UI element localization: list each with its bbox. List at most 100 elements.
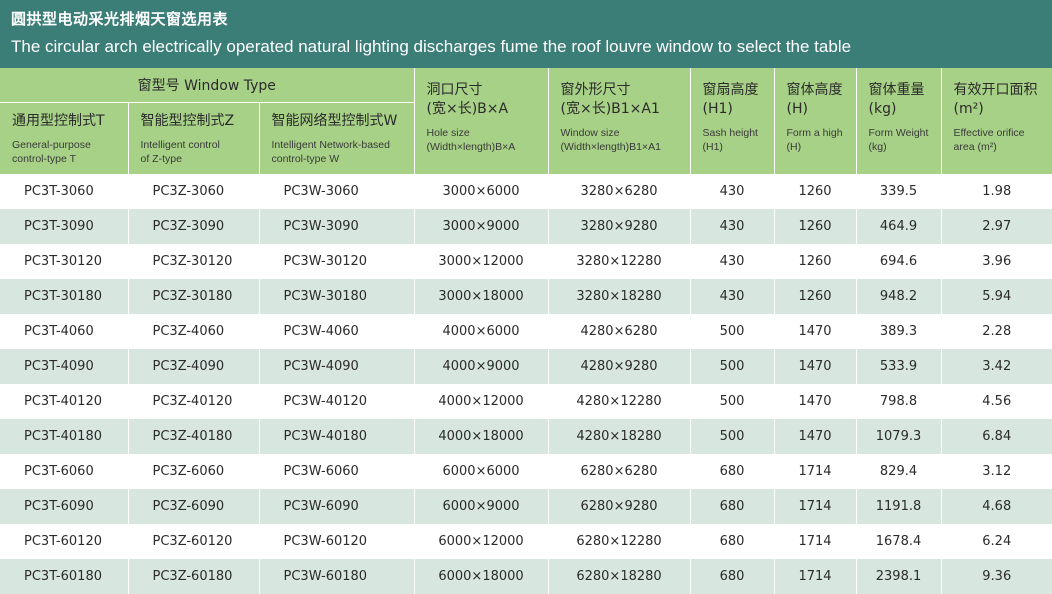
window-selection-table: 窗型号 Window Type 洞口尺寸 (宽×长)B×A Hole size (W… <box>0 68 1052 594</box>
col-header-cn: 窗外形尺寸 (宽×长)B1×A1 <box>560 82 660 117</box>
cell-form-height: 1260 <box>774 209 857 244</box>
cell-model-t: PC3T-6090 <box>0 489 129 524</box>
cell-form-weight: 389.3 <box>856 314 942 349</box>
cell-hole-size: 6000×6000 <box>414 454 549 489</box>
col-header-form-height: 窗体高度 (H) Form a high (H) <box>774 68 857 175</box>
col-header-en: Form Weight (kg) <box>868 127 929 153</box>
cell-model-w: PC3W-60120 <box>259 524 415 559</box>
cell-window-size: 4280×18280 <box>548 419 691 454</box>
col-header-cn: 智能网络型控制式W <box>271 112 398 129</box>
cell-model-w: PC3W-4090 <box>259 349 415 384</box>
title-banner: 圆拱型电动采光排烟天窗选用表 The circular arch electri… <box>0 0 1052 68</box>
cell-effective-area: 5.94 <box>941 279 1052 314</box>
cell-sash-height: 680 <box>690 454 775 489</box>
table-row: PC3T-60180 PC3Z-60180 PC3W-60180 6000×18… <box>0 559 1052 594</box>
cell-model-w: PC3W-4060 <box>259 314 415 349</box>
table-row: PC3T-40180 PC3Z-40180 PC3W-40180 4000×18… <box>0 419 1052 454</box>
cell-model-z: PC3Z-3090 <box>128 209 260 244</box>
cell-model-z: PC3Z-30180 <box>128 279 260 314</box>
cell-window-size: 4280×12280 <box>548 384 691 419</box>
cell-form-weight: 464.9 <box>856 209 942 244</box>
cell-model-z: PC3Z-60180 <box>128 559 260 594</box>
cell-model-w: PC3W-30120 <box>259 244 415 279</box>
col-header-cn: 洞口尺寸 (宽×长)B×A <box>426 82 509 117</box>
cell-hole-size: 4000×6000 <box>414 314 549 349</box>
cell-model-t: PC3T-4090 <box>0 349 129 384</box>
cell-form-weight: 2398.1 <box>856 559 942 594</box>
cell-hole-size: 6000×12000 <box>414 524 549 559</box>
col-header-sash-height: 窗扇高度 (H1) Sash height (H1) <box>690 68 775 175</box>
table-row: PC3T-4090 PC3Z-4090 PC3W-4090 4000×9000 … <box>0 349 1052 384</box>
table-row: PC3T-6090 PC3Z-6090 PC3W-6090 6000×9000 … <box>0 489 1052 524</box>
cell-hole-size: 6000×18000 <box>414 559 549 594</box>
cell-sash-height: 500 <box>690 384 775 419</box>
table-row: PC3T-30180 PC3Z-30180 PC3W-30180 3000×18… <box>0 279 1052 314</box>
col-header-type-w: 智能网络型控制式W Intelligent Network-based contr… <box>259 102 415 175</box>
col-header-type-t: 通用型控制式T General-purpose control-type T <box>0 102 129 175</box>
cell-effective-area: 4.68 <box>941 489 1052 524</box>
col-header-en: General-purpose control-type T <box>12 138 91 165</box>
table-row: PC3T-60120 PC3Z-60120 PC3W-60120 6000×12… <box>0 524 1052 559</box>
cell-sash-height: 430 <box>690 174 775 209</box>
cell-form-height: 1714 <box>774 454 857 489</box>
cell-model-t: PC3T-60180 <box>0 559 129 594</box>
cell-form-height: 1714 <box>774 524 857 559</box>
cell-window-size: 6280×12280 <box>548 524 691 559</box>
cell-effective-area: 9.36 <box>941 559 1052 594</box>
cell-sash-height: 680 <box>690 489 775 524</box>
table-row: PC3T-30120 PC3Z-30120 PC3W-30120 3000×12… <box>0 244 1052 279</box>
col-header-window-size: 窗外形尺寸 (宽×长)B1×A1 Window size (Width×length… <box>548 68 691 175</box>
cell-model-z: PC3Z-6090 <box>128 489 260 524</box>
title-english: The circular arch electrically operated … <box>11 37 852 56</box>
col-header-effective-area: 有效开口面积 (m²) Effective orifice area (m²) <box>941 68 1052 175</box>
col-header-cn: 窗体高度 (H) <box>786 82 843 117</box>
cell-effective-area: 3.42 <box>941 349 1052 384</box>
cell-model-w: PC3W-40120 <box>259 384 415 419</box>
cell-form-weight: 694.6 <box>856 244 942 279</box>
cell-hole-size: 3000×9000 <box>414 209 549 244</box>
cell-hole-size: 3000×18000 <box>414 279 549 314</box>
cell-window-size: 3280×12280 <box>548 244 691 279</box>
cell-model-z: PC3Z-30120 <box>128 244 260 279</box>
cell-window-size: 3280×6280 <box>548 174 691 209</box>
col-header-en: Sash height (H1) <box>702 127 758 153</box>
col-header-cn: 窗扇高度 (H1) <box>702 82 759 117</box>
cell-form-weight: 798.8 <box>856 384 942 419</box>
cell-hole-size: 4000×12000 <box>414 384 549 419</box>
cell-model-z: PC3Z-40120 <box>128 384 260 419</box>
cell-sash-height: 430 <box>690 279 775 314</box>
cell-form-weight: 1678.4 <box>856 524 942 559</box>
cell-model-w: PC3W-30180 <box>259 279 415 314</box>
cell-window-size: 3280×9280 <box>548 209 691 244</box>
cell-model-z: PC3Z-4090 <box>128 349 260 384</box>
cell-form-weight: 1191.8 <box>856 489 942 524</box>
title-chinese: 圆拱型电动采光排烟天窗选用表 <box>11 10 229 28</box>
cell-form-height: 1470 <box>774 419 857 454</box>
cell-effective-area: 6.84 <box>941 419 1052 454</box>
cell-sash-height: 680 <box>690 524 775 559</box>
cell-model-t: PC3T-3060 <box>0 174 129 209</box>
cell-model-t: PC3T-30120 <box>0 244 129 279</box>
cell-sash-height: 500 <box>690 314 775 349</box>
cell-hole-size: 4000×18000 <box>414 419 549 454</box>
table-row: PC3T-6060 PC3Z-6060 PC3W-6060 6000×6000 … <box>0 454 1052 489</box>
cell-model-w: PC3W-40180 <box>259 419 415 454</box>
window-type-group-header: 窗型号 Window Type <box>0 68 415 103</box>
cell-model-t: PC3T-3090 <box>0 209 129 244</box>
col-header-form-weight: 窗体重量 (kg) Form Weight (kg) <box>856 68 942 175</box>
cell-model-t: PC3T-6060 <box>0 454 129 489</box>
cell-model-t: PC3T-40180 <box>0 419 129 454</box>
col-header-cn: 窗体重量 (kg) <box>868 82 925 117</box>
col-header-en: Intelligent control of Z-type <box>140 138 220 165</box>
cell-window-size: 3280×18280 <box>548 279 691 314</box>
cell-form-weight: 533.9 <box>856 349 942 384</box>
cell-form-weight: 829.4 <box>856 454 942 489</box>
cell-form-weight: 1079.3 <box>856 419 942 454</box>
cell-effective-area: 1.98 <box>941 174 1052 209</box>
cell-model-t: PC3T-30180 <box>0 279 129 314</box>
cell-effective-area: 3.12 <box>941 454 1052 489</box>
cell-form-height: 1260 <box>774 279 857 314</box>
cell-hole-size: 3000×12000 <box>414 244 549 279</box>
cell-window-size: 6280×6280 <box>548 454 691 489</box>
table-body: PC3T-3060 PC3Z-3060 PC3W-3060 3000×6000 … <box>0 174 1052 594</box>
